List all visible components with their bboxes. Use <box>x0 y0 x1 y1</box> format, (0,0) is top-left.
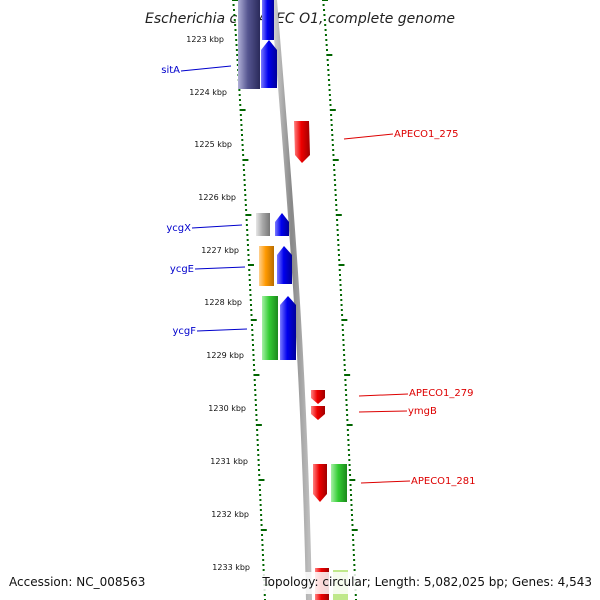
gene-label-apeco1-281[interactable]: APECO1_281 <box>411 476 476 487</box>
cds-feature[interactable] <box>294 121 310 163</box>
tick-labels: 1223 kbp 1224 kbp 1225 kbp 1226 kbp 1227… <box>186 35 250 572</box>
gene-label-apeco1-279[interactable]: APECO1_279 <box>409 388 474 399</box>
label-leader <box>358 410 408 413</box>
label-leader <box>191 224 243 229</box>
tick-ruler-right <box>322 0 361 600</box>
tick-label: 1228 kbp <box>204 298 242 307</box>
tick-label: 1227 kbp <box>201 246 239 255</box>
label-leader <box>360 480 411 484</box>
tick-label: 1226 kbp <box>198 193 236 202</box>
label-leader <box>196 328 248 332</box>
tick-label: 1233 kbp <box>212 563 250 572</box>
tick-ruler-left <box>232 0 270 600</box>
label-leader <box>194 266 246 270</box>
left-strand-features <box>238 0 296 360</box>
accession-text: Accession: NC_008563 <box>9 575 145 589</box>
cds-feature[interactable] <box>280 296 296 360</box>
label-leader <box>358 393 409 397</box>
cds-feature[interactable] <box>277 246 292 284</box>
cds-feature[interactable] <box>313 464 327 502</box>
footer-background <box>0 572 600 594</box>
cds-feature[interactable] <box>331 464 347 502</box>
cds-feature[interactable] <box>238 0 260 89</box>
tick-label: 1230 kbp <box>208 404 246 413</box>
cds-feature[interactable] <box>256 213 270 236</box>
cds-feature[interactable] <box>311 390 325 404</box>
gene-label-sita[interactable]: sitA <box>161 65 180 76</box>
genome-summary-text: Topology: circular; Length: 5,082,025 bp… <box>261 575 592 589</box>
cds-feature[interactable] <box>275 213 289 236</box>
label-leader <box>343 133 394 140</box>
tick-label: 1225 kbp <box>194 140 232 149</box>
cds-feature[interactable] <box>262 0 274 40</box>
tick-label: 1223 kbp <box>186 35 224 44</box>
gene-label-ycge[interactable]: ycgE <box>170 264 194 275</box>
cds-feature[interactable] <box>262 296 278 360</box>
cds-feature[interactable] <box>311 406 325 420</box>
tick-label: 1232 kbp <box>211 510 249 519</box>
label-leader <box>180 65 232 72</box>
gene-label-ycgf[interactable]: ycgF <box>172 326 196 337</box>
tick-label: 1224 kbp <box>189 88 227 97</box>
left-gene-labels: sitA ycgX ycgE ycgF <box>161 65 248 337</box>
cds-feature[interactable] <box>259 246 274 286</box>
tick-label: 1229 kbp <box>206 351 244 360</box>
tick-label: 1231 kbp <box>210 457 248 466</box>
cds-feature[interactable] <box>261 40 277 88</box>
gene-label-apeco1-275[interactable]: APECO1_275 <box>394 129 459 140</box>
map-title: Escherichia coli APEC O1, complete genom… <box>145 11 455 27</box>
gene-label-ycgx[interactable]: ycgX <box>166 223 191 234</box>
gene-label-ymgb[interactable]: ymgB <box>408 406 437 417</box>
right-gene-labels: APECO1_275 APECO1_279 ymgB APECO1_281 <box>343 129 476 487</box>
genome-backbone <box>271 0 312 600</box>
